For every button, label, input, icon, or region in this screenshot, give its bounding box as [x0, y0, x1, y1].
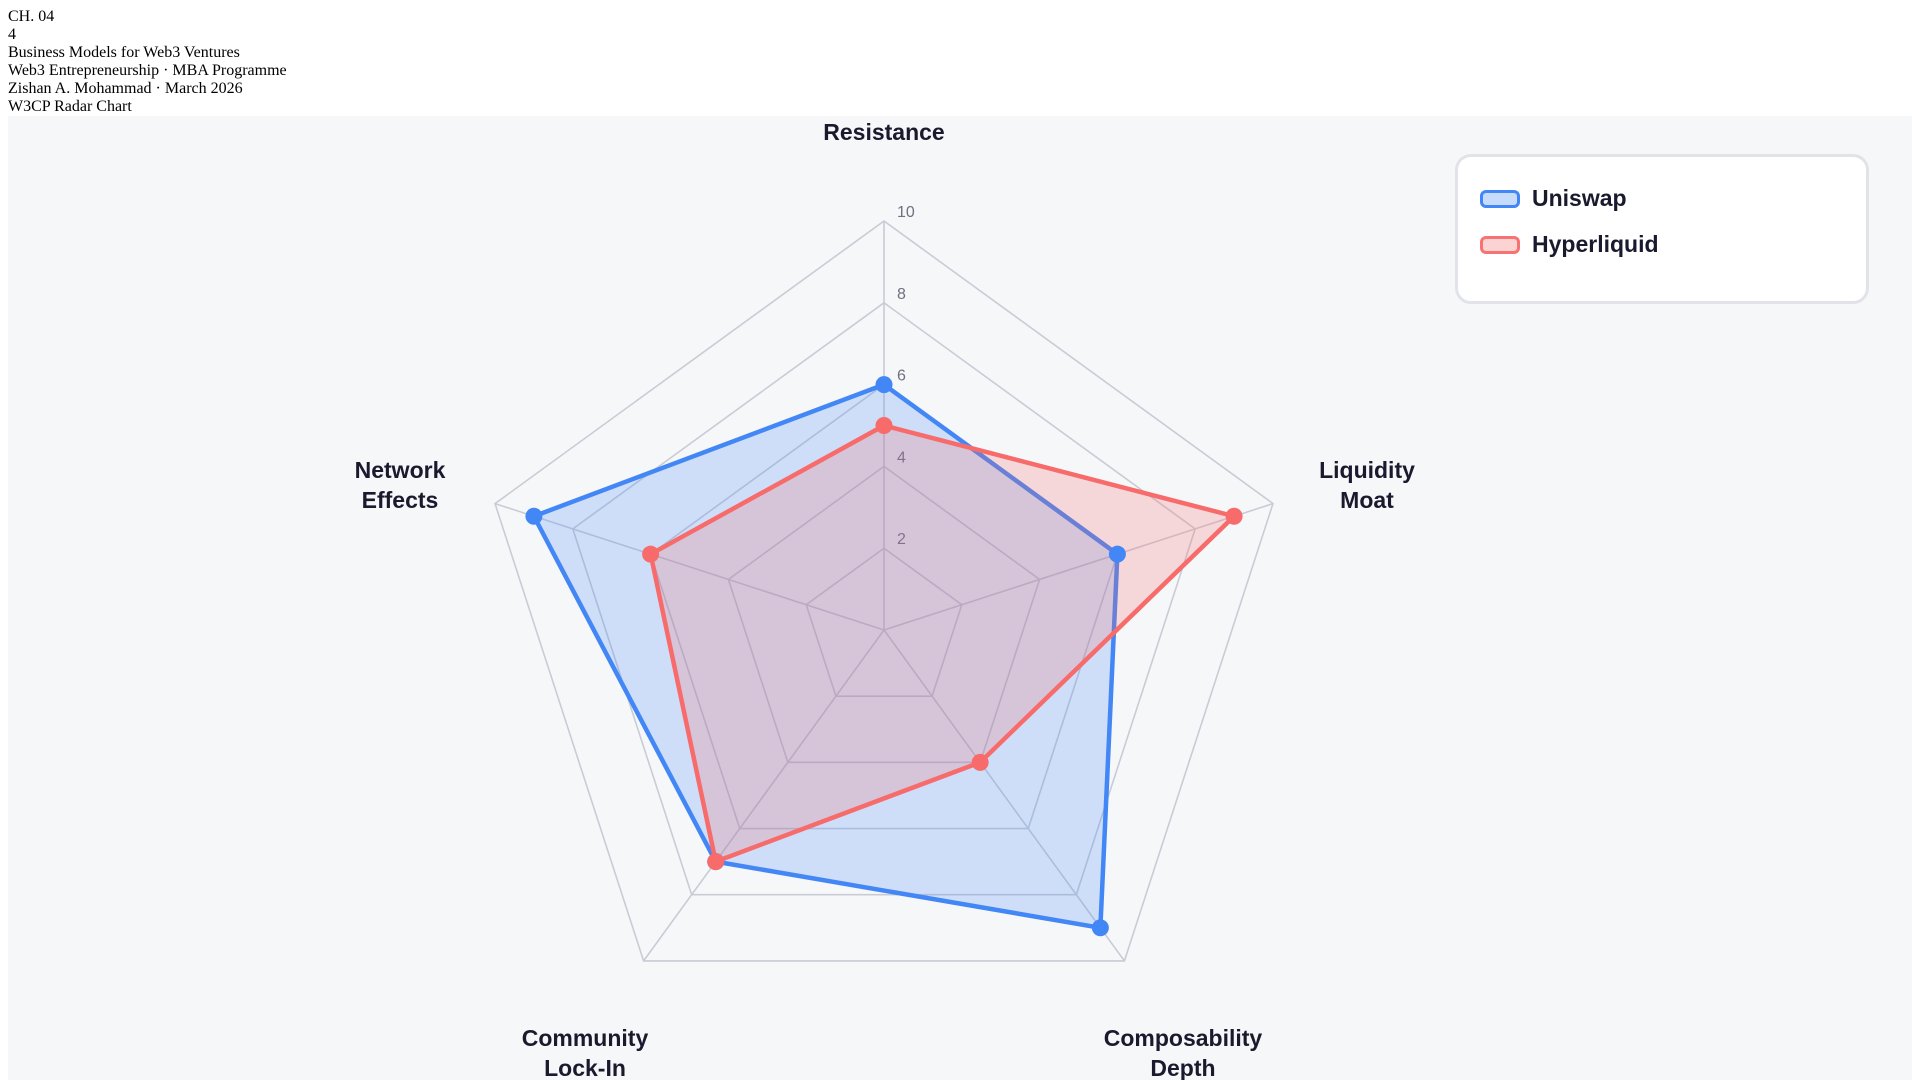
legend-item-uniswap[interactable]: Uniswap: [1480, 185, 1627, 212]
grid-spoke: [494, 502, 885, 631]
chapter-label: CH. 04: [8, 8, 55, 25]
course-name: Web3 Entrepreneurship · MBA Programme: [8, 62, 287, 79]
data-point-hyperliquid: [971, 753, 989, 771]
author-date: Zishan A. Mohammad · March 2026: [8, 80, 243, 97]
grid-spoke: [883, 629, 1126, 962]
legend-item-hyperliquid[interactable]: Hyperliquid: [1480, 231, 1659, 258]
figure-label: W3CP Radar Chart: [8, 98, 132, 115]
data-point-uniswap: [525, 507, 543, 525]
grid-ring: [494, 220, 1274, 962]
grid-ring: [805, 547, 963, 697]
axis-label: Resistance: [823, 119, 944, 145]
legend-swatch-hyperliquid: [1480, 235, 1520, 254]
grid-ring: [727, 465, 1041, 764]
data-point-uniswap: [875, 376, 893, 394]
series-area-hyperliquid: [648, 423, 1237, 864]
axis-label: Community Lock-In: [522, 1025, 649, 1080]
legend-swatch-uniswap: [1480, 189, 1520, 208]
grid-spoke: [883, 502, 1274, 631]
data-point-uniswap: [1108, 545, 1126, 563]
tick-label: 6: [897, 368, 906, 385]
document-header: CH. 04 4 Business Models for Web3 Ventur…: [8, 8, 287, 116]
tick-label: 4: [897, 449, 906, 466]
data-point-hyperliquid: [642, 545, 660, 563]
axis-label: Network Effects: [355, 457, 446, 513]
series-area-uniswap: [531, 382, 1120, 931]
data-point-hyperliquid: [1225, 507, 1243, 525]
data-point-hyperliquid: [875, 417, 893, 434]
chapter-title: Business Models for Web3 Ventures: [8, 44, 240, 61]
legend-label: Uniswap: [1532, 185, 1627, 211]
chart-legend: Uniswap Hyperliquid: [1455, 154, 1869, 304]
axis-label: Liquidity Moat: [1319, 457, 1415, 513]
tick-label: 8: [897, 286, 906, 303]
legend-label: Hyperliquid: [1532, 231, 1659, 257]
data-point-uniswap: [1091, 919, 1109, 937]
axis-label: Composability Depth: [1104, 1025, 1263, 1080]
grid-spoke: [642, 629, 885, 962]
tick-label: 2: [897, 531, 906, 548]
chapter-number: 4: [8, 26, 16, 43]
data-point-hyperliquid: [707, 853, 725, 871]
tick-label: 10: [897, 204, 915, 221]
